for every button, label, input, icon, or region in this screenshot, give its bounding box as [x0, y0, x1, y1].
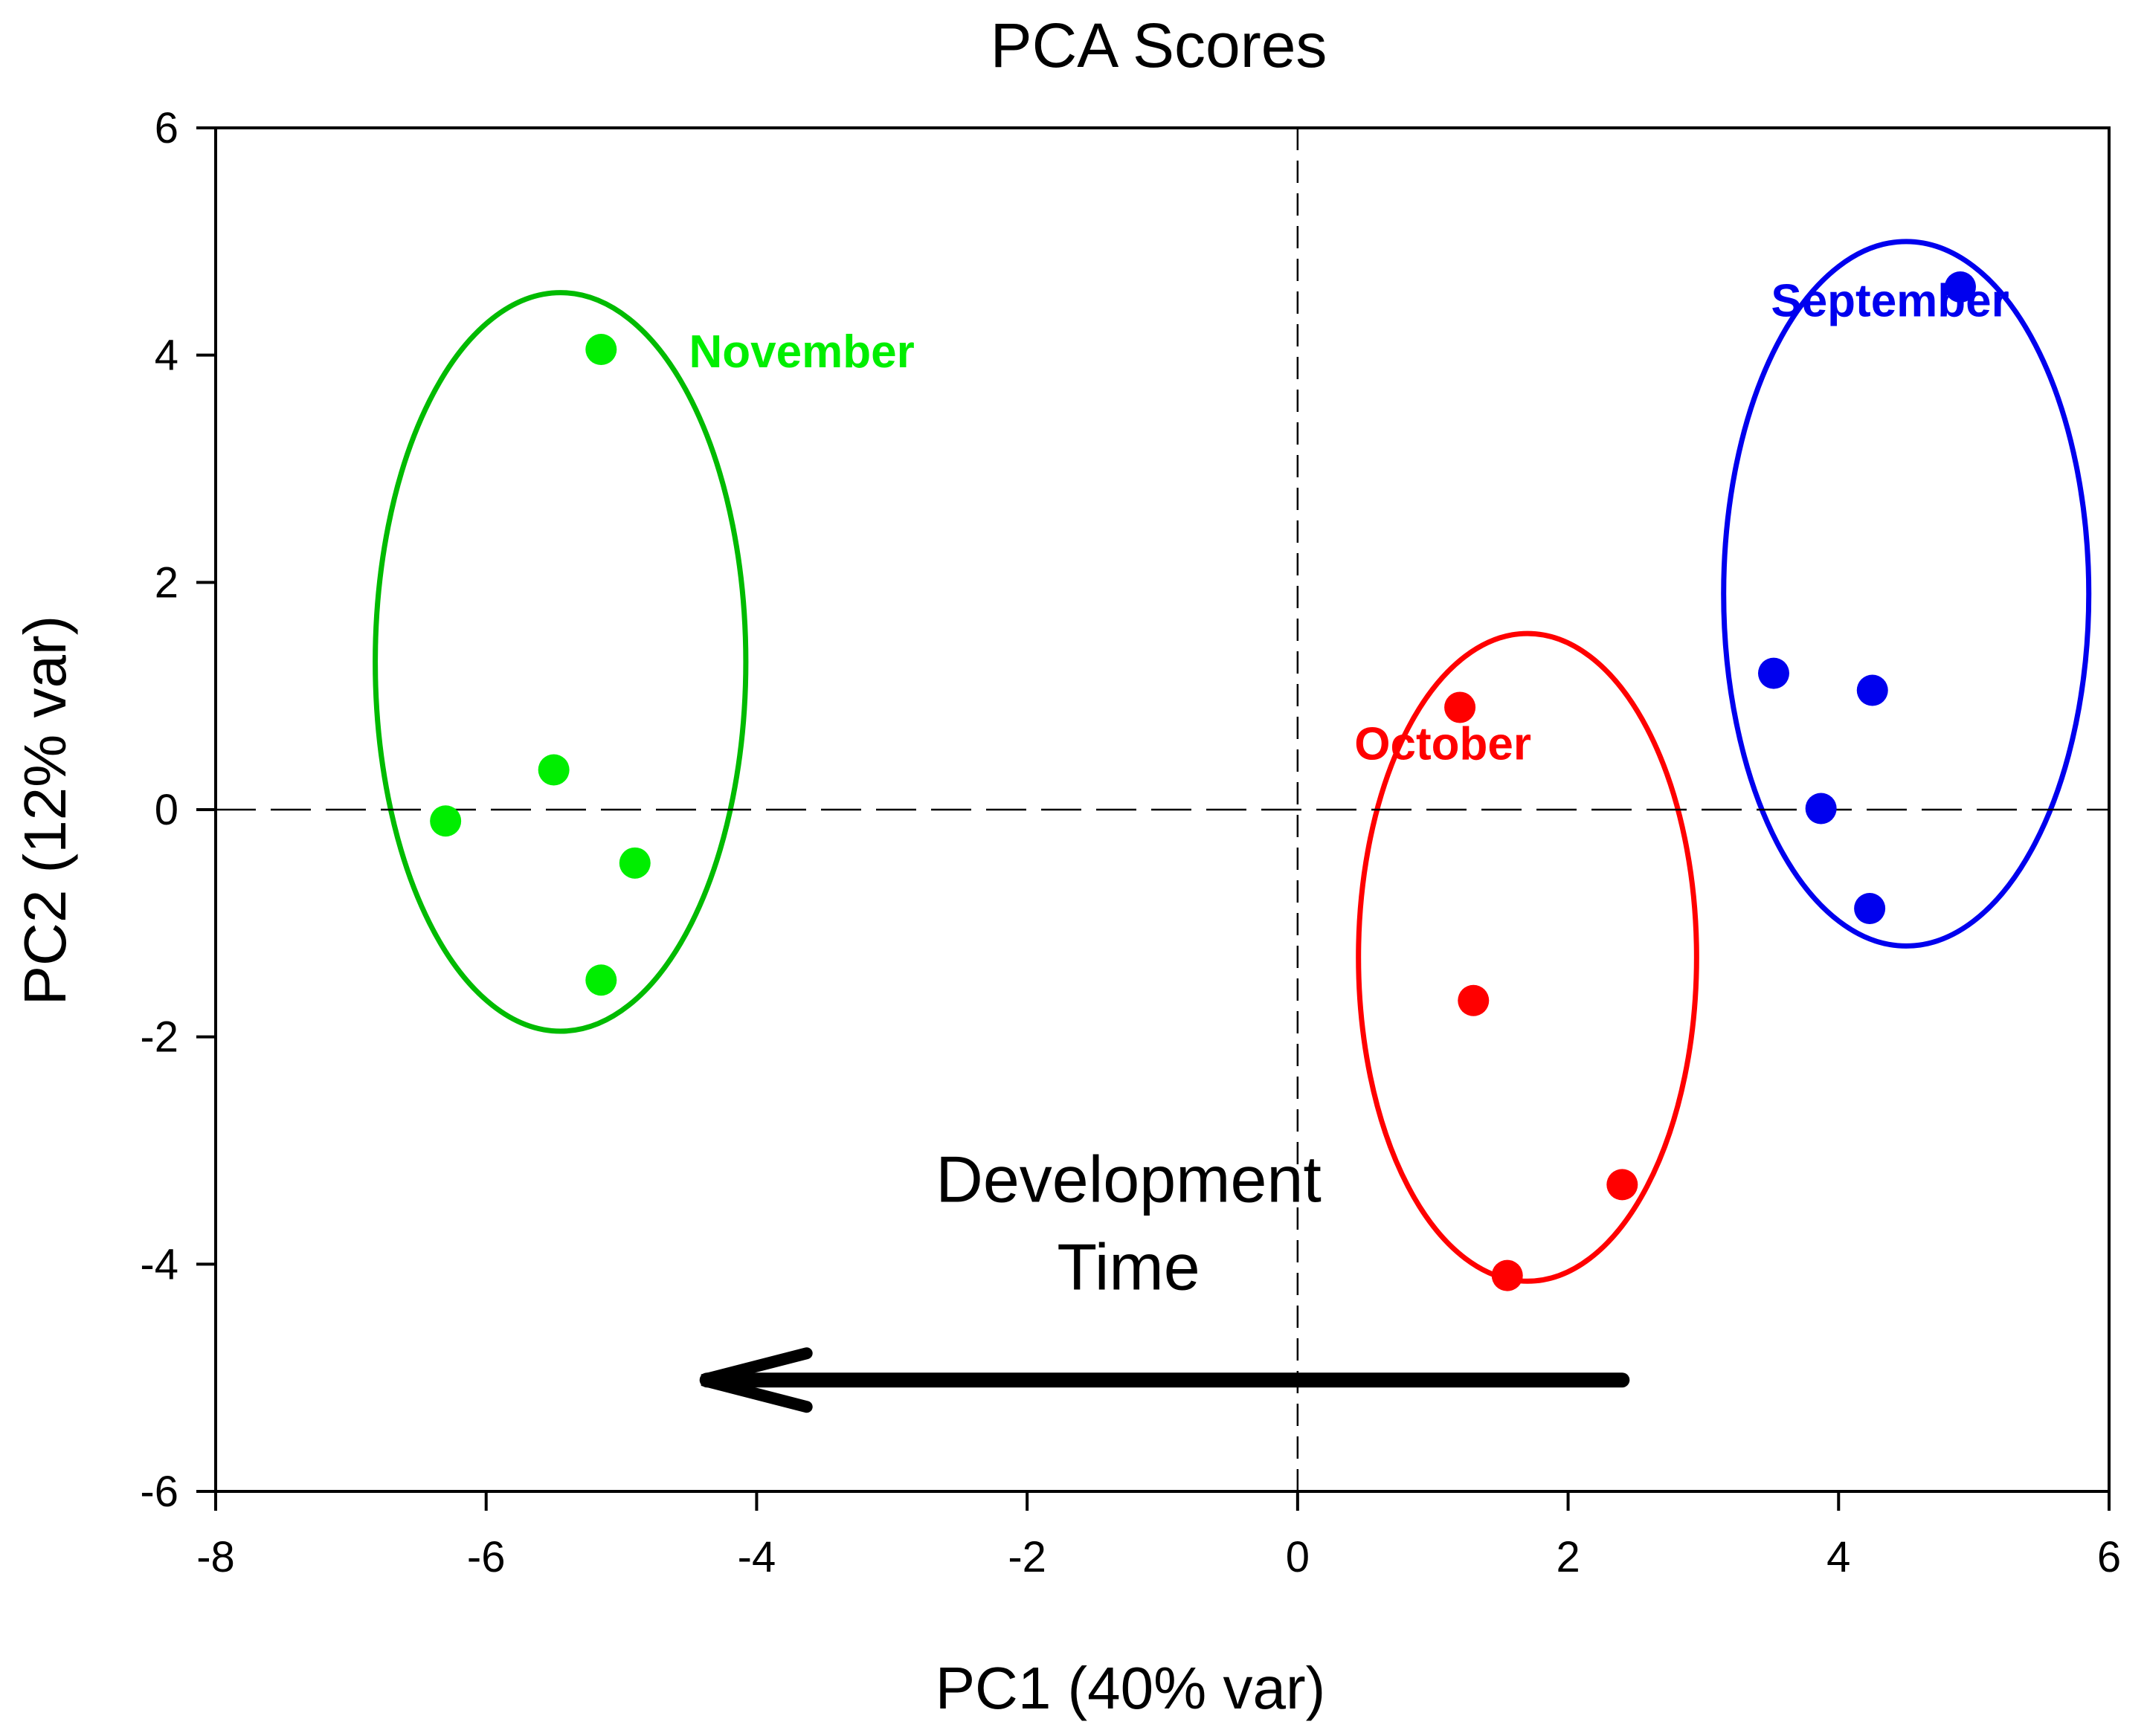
- october-point-3: [1606, 1169, 1638, 1201]
- x-tick-label: 2: [1556, 1533, 1580, 1581]
- y-tick-label: 0: [155, 786, 178, 834]
- october-label: October: [1354, 718, 1531, 769]
- reference-lines-layer: [216, 128, 2109, 1491]
- annotation-line-2: Time: [1057, 1230, 1200, 1303]
- y-tick-label: 6: [155, 104, 178, 152]
- september-label: September: [1771, 275, 2009, 326]
- development-time-annotation: Development Time: [936, 1142, 1322, 1303]
- group-labels-layer: November October September: [689, 275, 2009, 769]
- november-point-3: [430, 805, 462, 837]
- y-tick-label: -4: [140, 1240, 178, 1288]
- october-point-1: [1444, 691, 1476, 723]
- annotation-line-1: Development: [936, 1142, 1322, 1216]
- november-point-2: [538, 754, 570, 786]
- x-axis-label: PC1 (40% var): [936, 1655, 1326, 1721]
- x-tick-label: -4: [738, 1533, 776, 1581]
- x-tick-label: 6: [2097, 1533, 2121, 1581]
- november-point-5: [585, 964, 617, 996]
- y-tick-label: 4: [155, 332, 178, 380]
- points-layer: [430, 271, 1976, 1291]
- y-axis-label: PC2 (12% var): [12, 616, 78, 1006]
- y-axis-ticks: -6 -4 -2 0 2 4 6: [140, 104, 216, 1516]
- november-point-1: [585, 334, 617, 366]
- x-tick-label: 0: [1286, 1533, 1310, 1581]
- chart-title: PCA Scores: [991, 10, 1327, 80]
- october-point-2: [1458, 984, 1490, 1016]
- y-tick-label: -2: [140, 1013, 178, 1062]
- development-arrow-head: [701, 1347, 813, 1413]
- september-point-5: [1854, 892, 1886, 924]
- x-tick-label: -6: [467, 1533, 506, 1581]
- x-tick-label: -8: [196, 1533, 235, 1581]
- october-ellipse: [1356, 630, 1699, 1284]
- x-axis-ticks: -8 -6 -4 -2 0 2 4 6: [196, 1491, 2121, 1581]
- annotations-layer: Development Time: [699, 1142, 1630, 1413]
- september-point-3: [1856, 674, 1888, 706]
- ellipses-layer: [373, 239, 2092, 1284]
- y-tick-label: -6: [140, 1468, 178, 1516]
- november-ellipse: [373, 290, 749, 1034]
- x-tick-label: 4: [1826, 1533, 1850, 1581]
- september-ellipse: [1721, 239, 2092, 949]
- september-point-1: [1944, 271, 1976, 303]
- september-point-2: [1757, 657, 1789, 689]
- y-tick-label: 2: [155, 558, 178, 607]
- x-tick-label: -2: [1008, 1533, 1046, 1581]
- september-point-4: [1805, 793, 1837, 825]
- november-label: November: [689, 326, 915, 378]
- november-point-4: [619, 847, 651, 879]
- october-point-4: [1491, 1259, 1523, 1291]
